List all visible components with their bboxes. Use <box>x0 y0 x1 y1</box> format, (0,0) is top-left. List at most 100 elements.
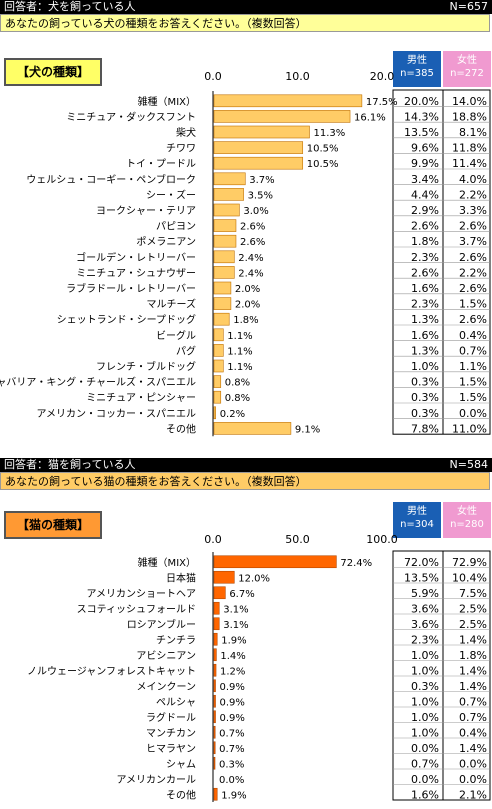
cat-female-label: 女性 <box>457 506 477 517</box>
dog-respondent-header: 回答者：犬を飼っている人 N=657 <box>0 0 492 14</box>
dog-male-value: 2.6% <box>411 266 439 279</box>
cat-category-label: 日本猫 <box>166 571 196 584</box>
cat-male-value: 13.5% <box>404 571 439 584</box>
dog-bar <box>213 219 237 232</box>
dog-female-value: 18.8% <box>452 110 487 123</box>
dog-male-value: 9.6% <box>411 142 439 155</box>
dog-value-label: 3.0% <box>243 206 268 217</box>
cat-male-value: 5.9% <box>411 587 439 600</box>
dog-tick-label: 0.0 <box>204 70 222 83</box>
cat-female-value: 1.4% <box>459 742 487 755</box>
dog-bar <box>213 266 235 279</box>
cat-female-value: 0.0% <box>459 757 487 770</box>
cat-female-value: 0.4% <box>459 726 487 739</box>
dog-bar <box>213 250 235 264</box>
dog-male-value: 1.3% <box>411 313 439 326</box>
dog-chart-title: 【犬の種類】 <box>4 58 102 86</box>
cat-tick-label: 100.0 <box>366 533 398 546</box>
dog-value-label: 16.1% <box>354 112 386 123</box>
cat-value-label: 0.0% <box>219 775 244 786</box>
cat-respondent-label: 回答者：猫を飼っている人 <box>4 458 136 471</box>
dog-male-value: 1.6% <box>411 282 439 295</box>
dog-bar <box>213 312 230 326</box>
dog-value-label: 2.4% <box>238 268 263 279</box>
cat-male-value: 1.0% <box>411 649 439 662</box>
dog-category-label: ミニチュア・ピンシャー <box>86 392 196 404</box>
dog-female-value: 2.6% <box>459 251 487 264</box>
dog-category-label: ヨークシャー・テリア <box>96 205 196 217</box>
dog-female-value: 3.3% <box>459 204 487 217</box>
dog-category-label: パピヨン <box>156 221 196 233</box>
dog-male-value: 2.3% <box>411 298 439 311</box>
dog-category-label: キャバリア・キング・チャールズ・スパニエル <box>0 376 196 389</box>
dog-male-value: 2.6% <box>411 220 439 233</box>
cat-category-label: シャム <box>166 758 196 770</box>
cat-bar <box>213 555 337 569</box>
dog-category-label: マルチーズ <box>147 298 197 311</box>
cat-category-label: ノルウェージャンフォレストキャット <box>27 665 196 677</box>
cat-bar <box>213 586 226 600</box>
dog-value-label: 2.6% <box>240 222 265 233</box>
dog-bar <box>213 359 224 373</box>
dog-bar <box>213 125 310 139</box>
cat-bar <box>213 663 217 677</box>
dog-female-value: 1.5% <box>459 298 487 311</box>
cat-female-value: 0.7% <box>459 695 487 708</box>
cat-category-label: アメリカンショートヘア <box>87 588 197 600</box>
cat-female-header: 女性 n=280 <box>443 502 491 538</box>
dog-bar <box>213 297 232 310</box>
cat-bar <box>213 694 216 708</box>
cat-male-value: 0.0% <box>411 773 439 786</box>
cat-category-label: アビシニアン <box>136 650 196 662</box>
cat-category-label: ラグドール <box>146 711 196 724</box>
cat-male-value: 3.6% <box>411 618 439 631</box>
cat-female-value: 10.4% <box>452 571 487 584</box>
cat-question: あなたの飼っている猫の種類をお答えください。（複数回答） <box>0 472 490 490</box>
dog-breed-chart: 0.0 10.0 20.0 雑種（MIX） 17.5% 20.0% 14.0% ミニチュア・ダ… <box>0 70 491 437</box>
cat-category-label: ペルシャ <box>156 697 196 708</box>
cat-female-value: 7.5% <box>459 587 487 600</box>
cat-category-label: アメリカンカール <box>117 774 197 786</box>
dog-bar <box>213 281 232 295</box>
dog-male-label: 男性 <box>407 55 427 66</box>
cat-value-label: 3.1% <box>223 620 248 631</box>
cat-male-header: 男性 n=304 <box>393 502 441 538</box>
cat-value-label: 1.2% <box>220 666 245 677</box>
dog-female-value: 11.8% <box>452 142 487 155</box>
dog-male-value: 2.9% <box>411 204 439 217</box>
dog-value-label: 1.8% <box>233 315 258 326</box>
cat-n-total: N=584 <box>449 458 488 471</box>
cat-value-label: 12.0% <box>238 573 270 584</box>
dog-value-label: 11.3% <box>313 128 345 139</box>
dog-panel: 回答者：犬を飼っている人 N=657 あなたの飼っている犬の種類をお答えください… <box>0 0 492 437</box>
dog-value-label: 3.7% <box>249 175 274 186</box>
dog-male-value: 0.3% <box>411 376 439 389</box>
dog-female-header: 女性 n=272 <box>443 51 491 87</box>
dog-female-value: 0.4% <box>459 329 487 342</box>
dog-female-value: 1.5% <box>459 376 487 389</box>
dog-value-label: 10.5% <box>307 159 339 170</box>
cat-value-label: 1.4% <box>220 651 245 662</box>
dog-category-label: その他 <box>166 422 196 435</box>
cat-bar <box>213 710 216 724</box>
dog-value-label: 2.6% <box>240 237 265 248</box>
cat-respondent-header: 回答者：猫を飼っている人 N=584 <box>0 458 492 472</box>
cat-male-value: 0.3% <box>411 680 439 693</box>
dog-category-label: ミニチュア・ダックスフント <box>66 110 196 123</box>
dog-female-value: 11.4% <box>452 157 487 170</box>
dog-bar <box>213 375 222 388</box>
cat-value-label: 0.9% <box>220 697 245 708</box>
cat-bar <box>213 648 217 662</box>
cat-category-label: その他 <box>166 788 196 801</box>
cat-female-value: 2.5% <box>459 618 487 631</box>
dog-bar <box>213 188 244 201</box>
dog-category-label: トイ・プードル <box>126 158 196 170</box>
dog-bar <box>213 422 292 435</box>
dog-category-label: シェットランド・シープドッグ <box>57 313 196 326</box>
dog-male-value: 0.3% <box>411 407 439 420</box>
cat-female-value: 72.9% <box>452 556 487 569</box>
dog-bar <box>213 110 351 123</box>
cat-bar <box>213 787 218 801</box>
dog-male-value: 2.3% <box>411 251 439 264</box>
dog-bar <box>213 328 224 342</box>
